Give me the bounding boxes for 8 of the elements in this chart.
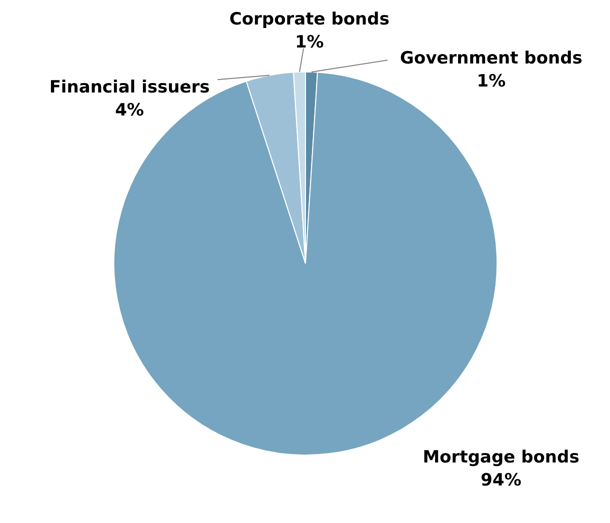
data-label: 1% xyxy=(294,32,324,52)
slice-label: Corporate bonds xyxy=(229,9,390,30)
slice-label: Government bonds xyxy=(400,48,582,68)
slice-label: Mortgage bonds xyxy=(422,447,580,468)
data-label: 4% xyxy=(115,100,144,121)
data-label: 94% xyxy=(480,470,522,490)
data-label: 1% xyxy=(476,71,506,92)
slice-label: Financial issuers xyxy=(49,78,210,98)
